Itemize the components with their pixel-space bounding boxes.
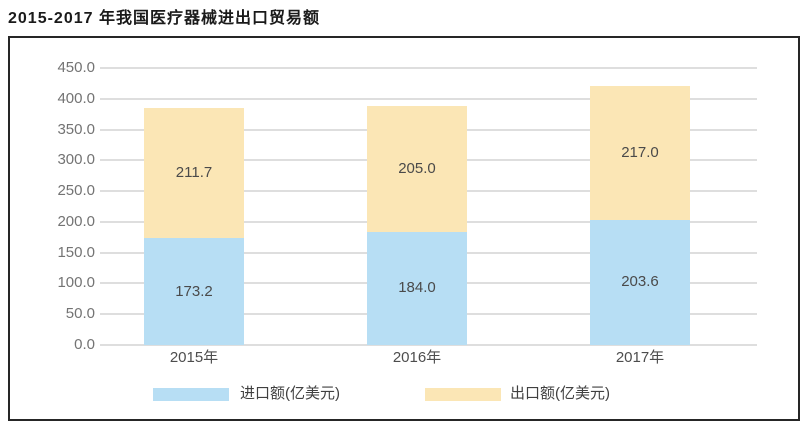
gridline: [100, 97, 757, 100]
y-axis-tick-label: 300.0: [57, 151, 95, 169]
y-axis-tick-label: 50.0: [65, 305, 95, 323]
y-axis-tick-label: 200.0: [57, 212, 95, 230]
y-axis-tick-label: 0.0: [74, 336, 95, 353]
chart-frame: 0.0 50.0 100.0 150.0 200.0 250.0 300.0 350.0 400…: [8, 36, 800, 421]
bar-export-segment: [590, 86, 690, 220]
y-axis-tick-label: 150.0: [57, 243, 95, 261]
bar-value-label: 184.0: [398, 279, 436, 297]
x-axis-category-label: 2016年: [392, 349, 442, 366]
y-axis-tick-label: 400.0: [57, 89, 95, 107]
bar-value-label: 203.6: [621, 273, 659, 291]
bar-value-label: 211.7: [175, 164, 213, 182]
chart-title: 2015-2017 年我国医疗器械进出口贸易额: [8, 10, 320, 27]
x-axis-category-label: 2017年: [615, 349, 665, 366]
bar-import-segment: [144, 238, 244, 345]
bar-import-segment: [590, 219, 690, 345]
legend-swatch-export: [425, 388, 501, 401]
gridline: [100, 344, 757, 346]
bar-value-label: 205.0: [398, 159, 436, 177]
gridline: [100, 67, 757, 69]
bar-value-label: 173.2: [175, 282, 213, 300]
bar-import-segment: [367, 231, 467, 345]
legend-swatch-import: [153, 388, 229, 401]
legend-label-import: 进口额(亿美元): [240, 385, 340, 402]
legend-label-export: 出口额(亿美元): [510, 385, 610, 402]
bar-export-segment: [367, 105, 467, 232]
bar-export-segment: [144, 108, 244, 239]
y-axis-tick-label: 450.0: [57, 59, 95, 76]
y-axis-tick-label: 100.0: [57, 274, 95, 292]
y-axis-tick-label: 250.0: [57, 182, 95, 200]
y-axis-tick-label: 350.0: [57, 120, 95, 138]
x-axis-category-label: 2015年: [169, 349, 219, 366]
bar-value-label: 217.0: [621, 143, 659, 161]
